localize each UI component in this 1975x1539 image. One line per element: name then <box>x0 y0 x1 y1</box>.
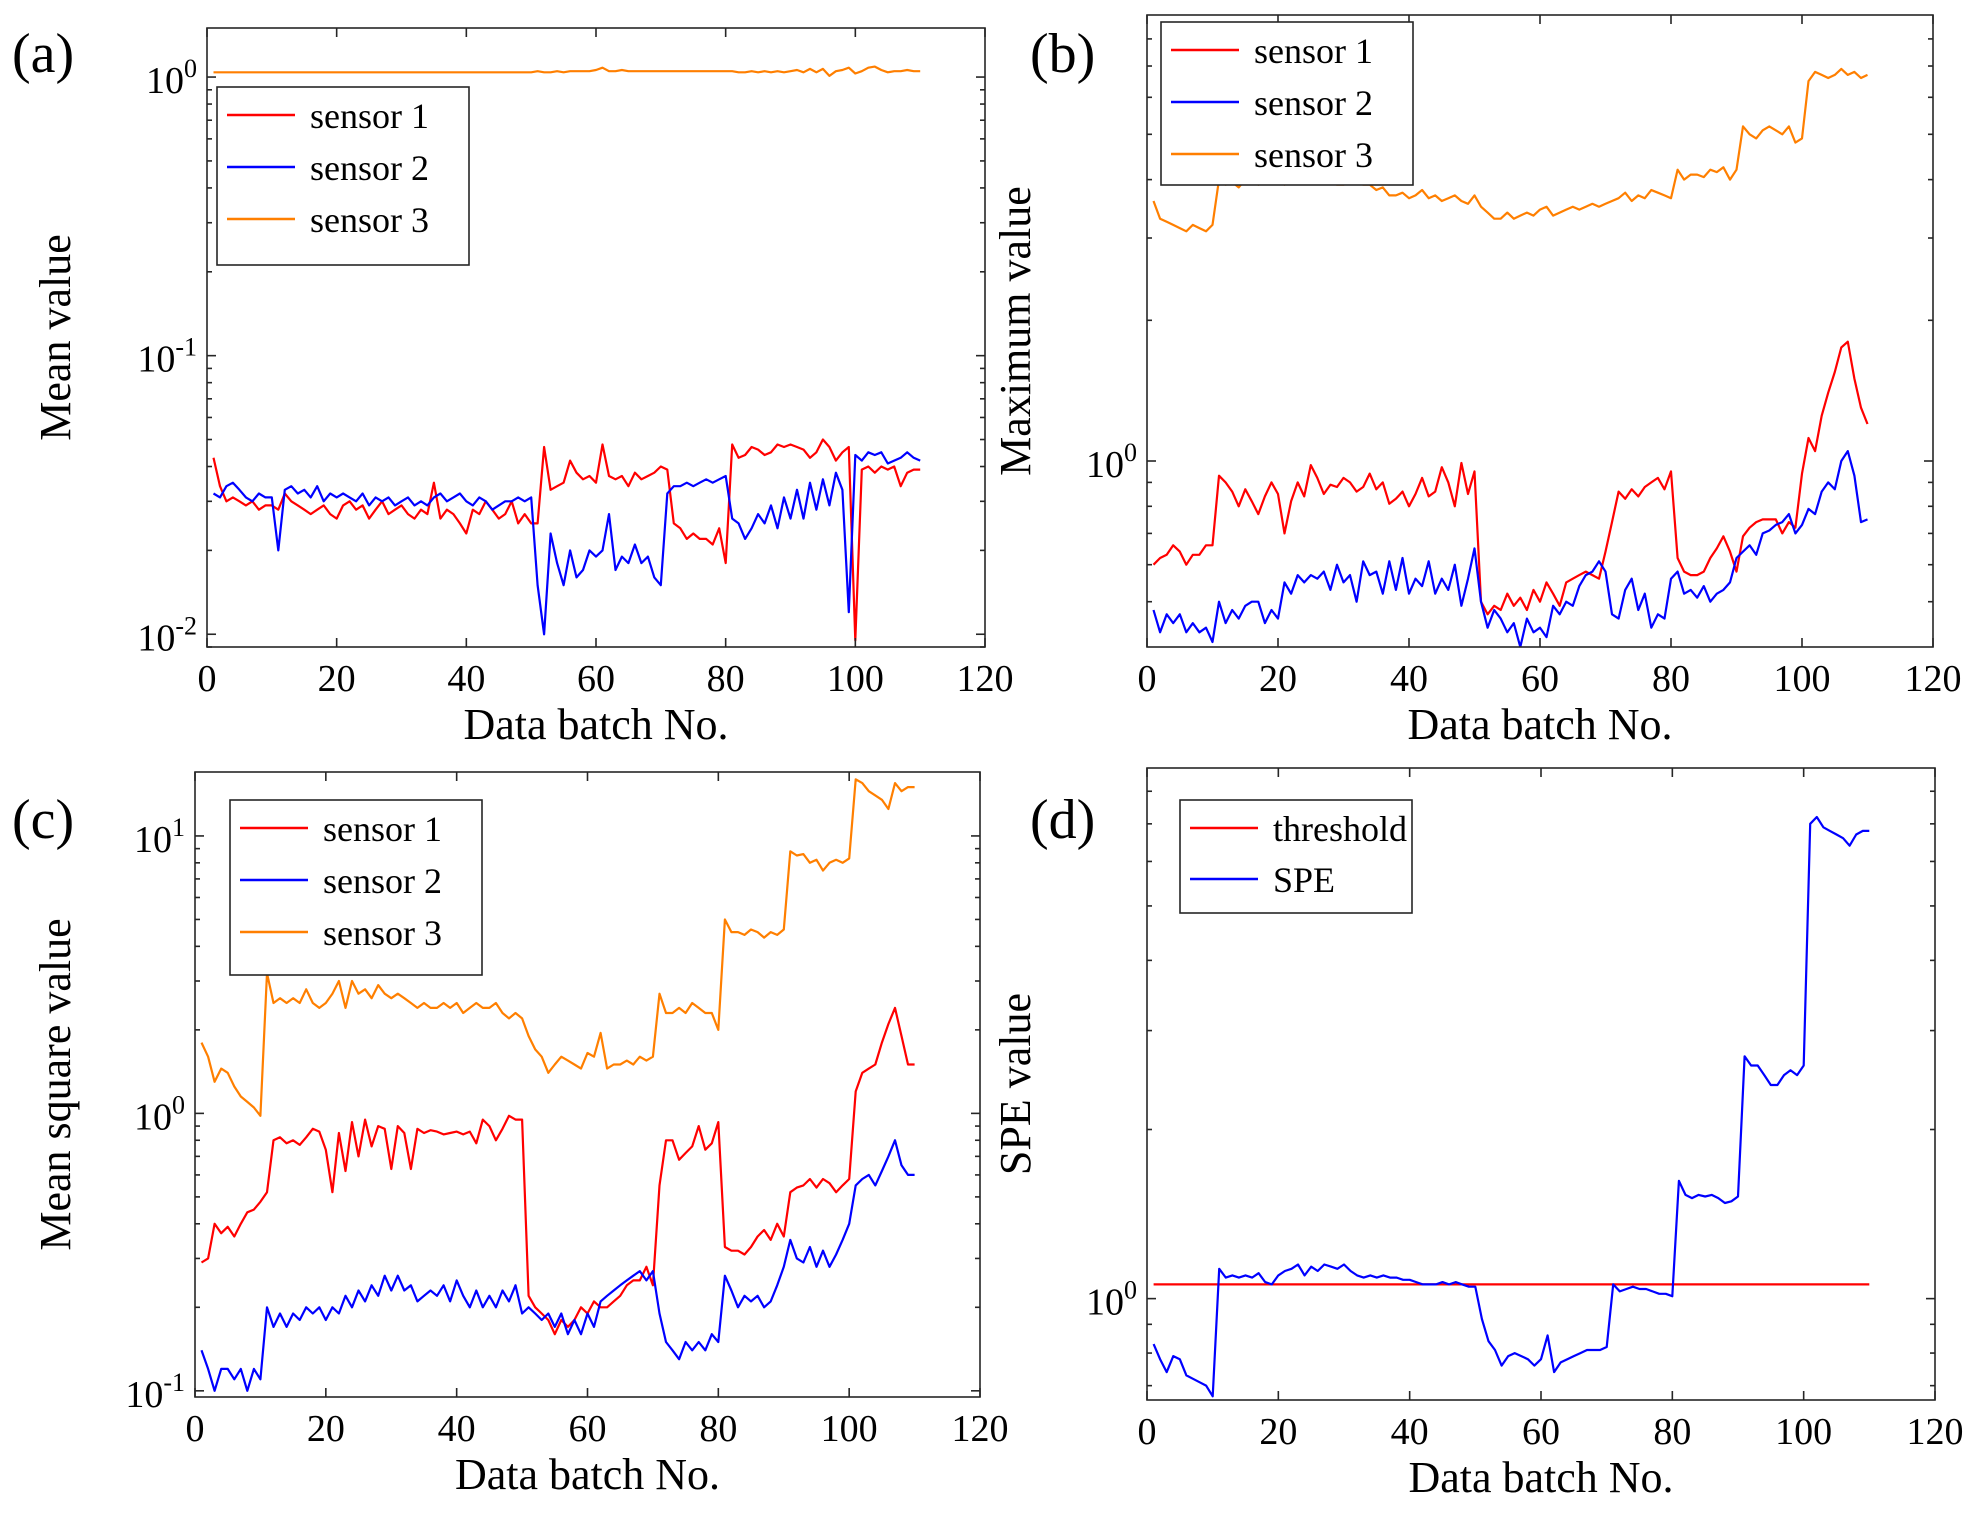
x-tick-label: 0 <box>198 658 217 700</box>
legend: threshold SPE <box>1179 799 1413 914</box>
legend-label: sensor 2 <box>310 148 429 188</box>
y-tick-label: 10-1 <box>125 1368 185 1416</box>
y-tick-label: 10-1 <box>137 333 197 381</box>
legend-label: sensor 1 <box>323 809 442 849</box>
legend-label: sensor 1 <box>1254 31 1373 71</box>
x-axis-label: Data batch No. <box>1408 1453 1673 1502</box>
x-tick-label: 0 <box>186 1408 205 1450</box>
series-line-sensor-3 <box>213 65 921 78</box>
y-axis-label: Maximum value <box>991 186 1040 476</box>
legend-label: sensor 2 <box>1254 83 1373 123</box>
x-axis-label: Data batch No. <box>463 700 728 749</box>
legend-label: sensor 3 <box>310 200 429 240</box>
panel-d: 0 20 40 60 80 100 120 100 Data batch No. SPE valu… <box>991 767 1964 1502</box>
x-tick-label: 100 <box>827 658 884 700</box>
x-tick-label: 60 <box>577 658 615 700</box>
series-line-sensor-2 <box>212 451 921 636</box>
legend: sensor 1 sensor 2 sensor 3 <box>216 86 470 266</box>
y-tick-label: 101 <box>134 813 185 861</box>
x-tick-label: 80 <box>707 658 745 700</box>
panel-label: (a) <box>12 23 74 85</box>
series-line-sensor-1 <box>212 438 921 642</box>
legend-label: sensor 2 <box>323 861 442 901</box>
y-tick-label: 100 <box>1086 438 1137 486</box>
x-tick-label: 0 <box>1138 658 1157 700</box>
x-tick-label: 100 <box>1774 658 1831 700</box>
panel-label: (c) <box>12 789 74 851</box>
x-tick-label: 80 <box>1652 658 1690 700</box>
y-axis-label: Mean square value <box>31 918 80 1250</box>
x-tick-label: 120 <box>957 658 1014 700</box>
series-line-sensor-1 <box>1152 340 1869 616</box>
panel-label: (d) <box>1030 789 1095 851</box>
x-tick-label: 20 <box>1259 658 1297 700</box>
x-tick-label: 40 <box>1390 658 1428 700</box>
y-tick-label: 100 <box>1086 1276 1137 1324</box>
panel-b: 0 20 40 60 80 100 120 100 Data batch No. Maximum … <box>991 14 1962 749</box>
x-tick-label: 20 <box>318 658 356 700</box>
panel-c: 0 20 40 60 80 100 120 10-1 100 101 Data batch No. M… <box>12 771 1009 1499</box>
x-tick-label: 40 <box>438 1408 476 1450</box>
x-tick-label: 80 <box>1653 1411 1691 1453</box>
y-axis-label: SPE value <box>991 993 1040 1175</box>
series-line-sensor-2 <box>1152 450 1868 647</box>
x-axis-label: Data batch No. <box>455 1450 720 1499</box>
x-tick-label: 80 <box>699 1408 737 1450</box>
x-tick-label: 60 <box>1522 1411 1560 1453</box>
y-tick-label: 100 <box>146 54 197 102</box>
panel-label: (b) <box>1030 23 1095 85</box>
x-tick-label: 0 <box>1138 1411 1157 1453</box>
series-line-sensor-2 <box>200 1139 915 1392</box>
legend-label: SPE <box>1273 860 1335 900</box>
x-axis-label: Data batch No. <box>1407 700 1672 749</box>
legend: sensor 1 sensor 2 sensor 3 <box>1160 21 1414 186</box>
x-tick-label: 120 <box>1907 1411 1964 1453</box>
legend-label: threshold <box>1273 809 1407 849</box>
y-tick-label: 100 <box>134 1090 185 1138</box>
x-tick-label: 20 <box>1259 1411 1297 1453</box>
x-tick-label: 100 <box>821 1408 878 1450</box>
legend-label: sensor 1 <box>310 96 429 136</box>
x-tick-label: 40 <box>1391 1411 1429 1453</box>
series-line-spe <box>1152 815 1870 1398</box>
x-tick-label: 40 <box>447 658 485 700</box>
legend: sensor 1 sensor 2 sensor 3 <box>229 799 483 976</box>
x-tick-label: 20 <box>307 1408 345 1450</box>
series-line-sensor-1 <box>200 1006 915 1336</box>
y-axis-label: Mean value <box>31 234 80 440</box>
legend-label: sensor 3 <box>323 913 442 953</box>
x-tick-label: 120 <box>952 1408 1009 1450</box>
series-line-sensor-3 <box>200 778 915 1117</box>
y-tick-label: 10-2 <box>137 611 197 659</box>
legend-box <box>1179 799 1413 914</box>
x-tick-label: 60 <box>1521 658 1559 700</box>
panel-a: 0 20 40 60 80 100 120 10-2 10-1 100 Data batch No.… <box>12 23 1014 749</box>
legend-box <box>216 86 470 266</box>
x-tick-label: 60 <box>569 1408 607 1450</box>
x-tick-label: 120 <box>1905 658 1962 700</box>
legend-label: sensor 3 <box>1254 135 1373 175</box>
x-tick-label: 100 <box>1775 1411 1832 1453</box>
